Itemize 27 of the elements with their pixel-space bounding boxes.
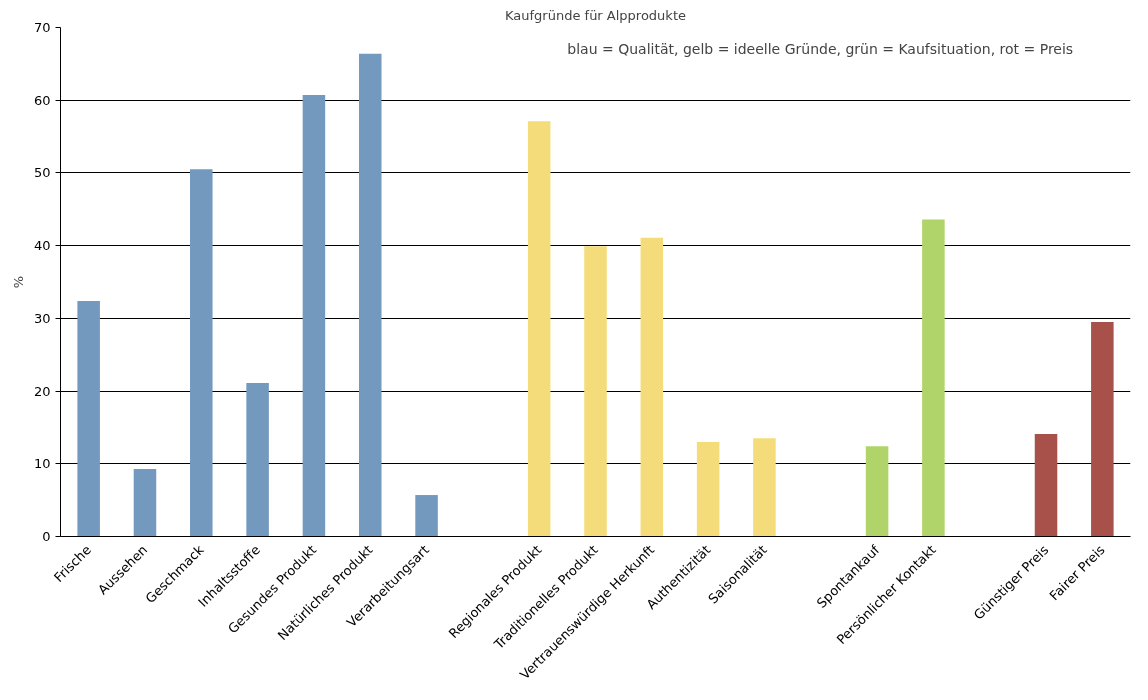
bar — [190, 169, 213, 537]
chart-title: Kaufgründe für Alpprodukte — [505, 7, 686, 23]
bar — [133, 468, 157, 537]
bar — [1034, 433, 1058, 537]
y-tick-label: 30 — [33, 310, 51, 326]
y-tick-label: 0 — [42, 529, 51, 544]
y-tick-label: 60 — [33, 92, 51, 108]
bar — [246, 383, 269, 537]
y-tick-label: 10 — [33, 456, 51, 472]
bar — [865, 446, 889, 537]
annotation: blau = Qualität, gelb = ideelle Gründe, grün = Kaufsituation, rot = Preis — [567, 41, 1074, 58]
bar — [77, 300, 100, 537]
y-tick-label: 70 — [33, 20, 51, 35]
bar — [584, 246, 607, 537]
bar — [358, 53, 382, 537]
bar — [696, 441, 720, 537]
bar — [640, 237, 664, 537]
y-tick-label: 20 — [33, 383, 51, 399]
y-tick-label: 40 — [33, 238, 51, 254]
bar — [415, 495, 438, 537]
bar — [922, 219, 945, 537]
bar — [1091, 321, 1114, 537]
bar — [527, 121, 551, 537]
y-tick-label: 50 — [33, 165, 51, 181]
bar — [302, 95, 326, 537]
bar — [753, 438, 776, 537]
y-axis-title: % — [10, 275, 26, 289]
